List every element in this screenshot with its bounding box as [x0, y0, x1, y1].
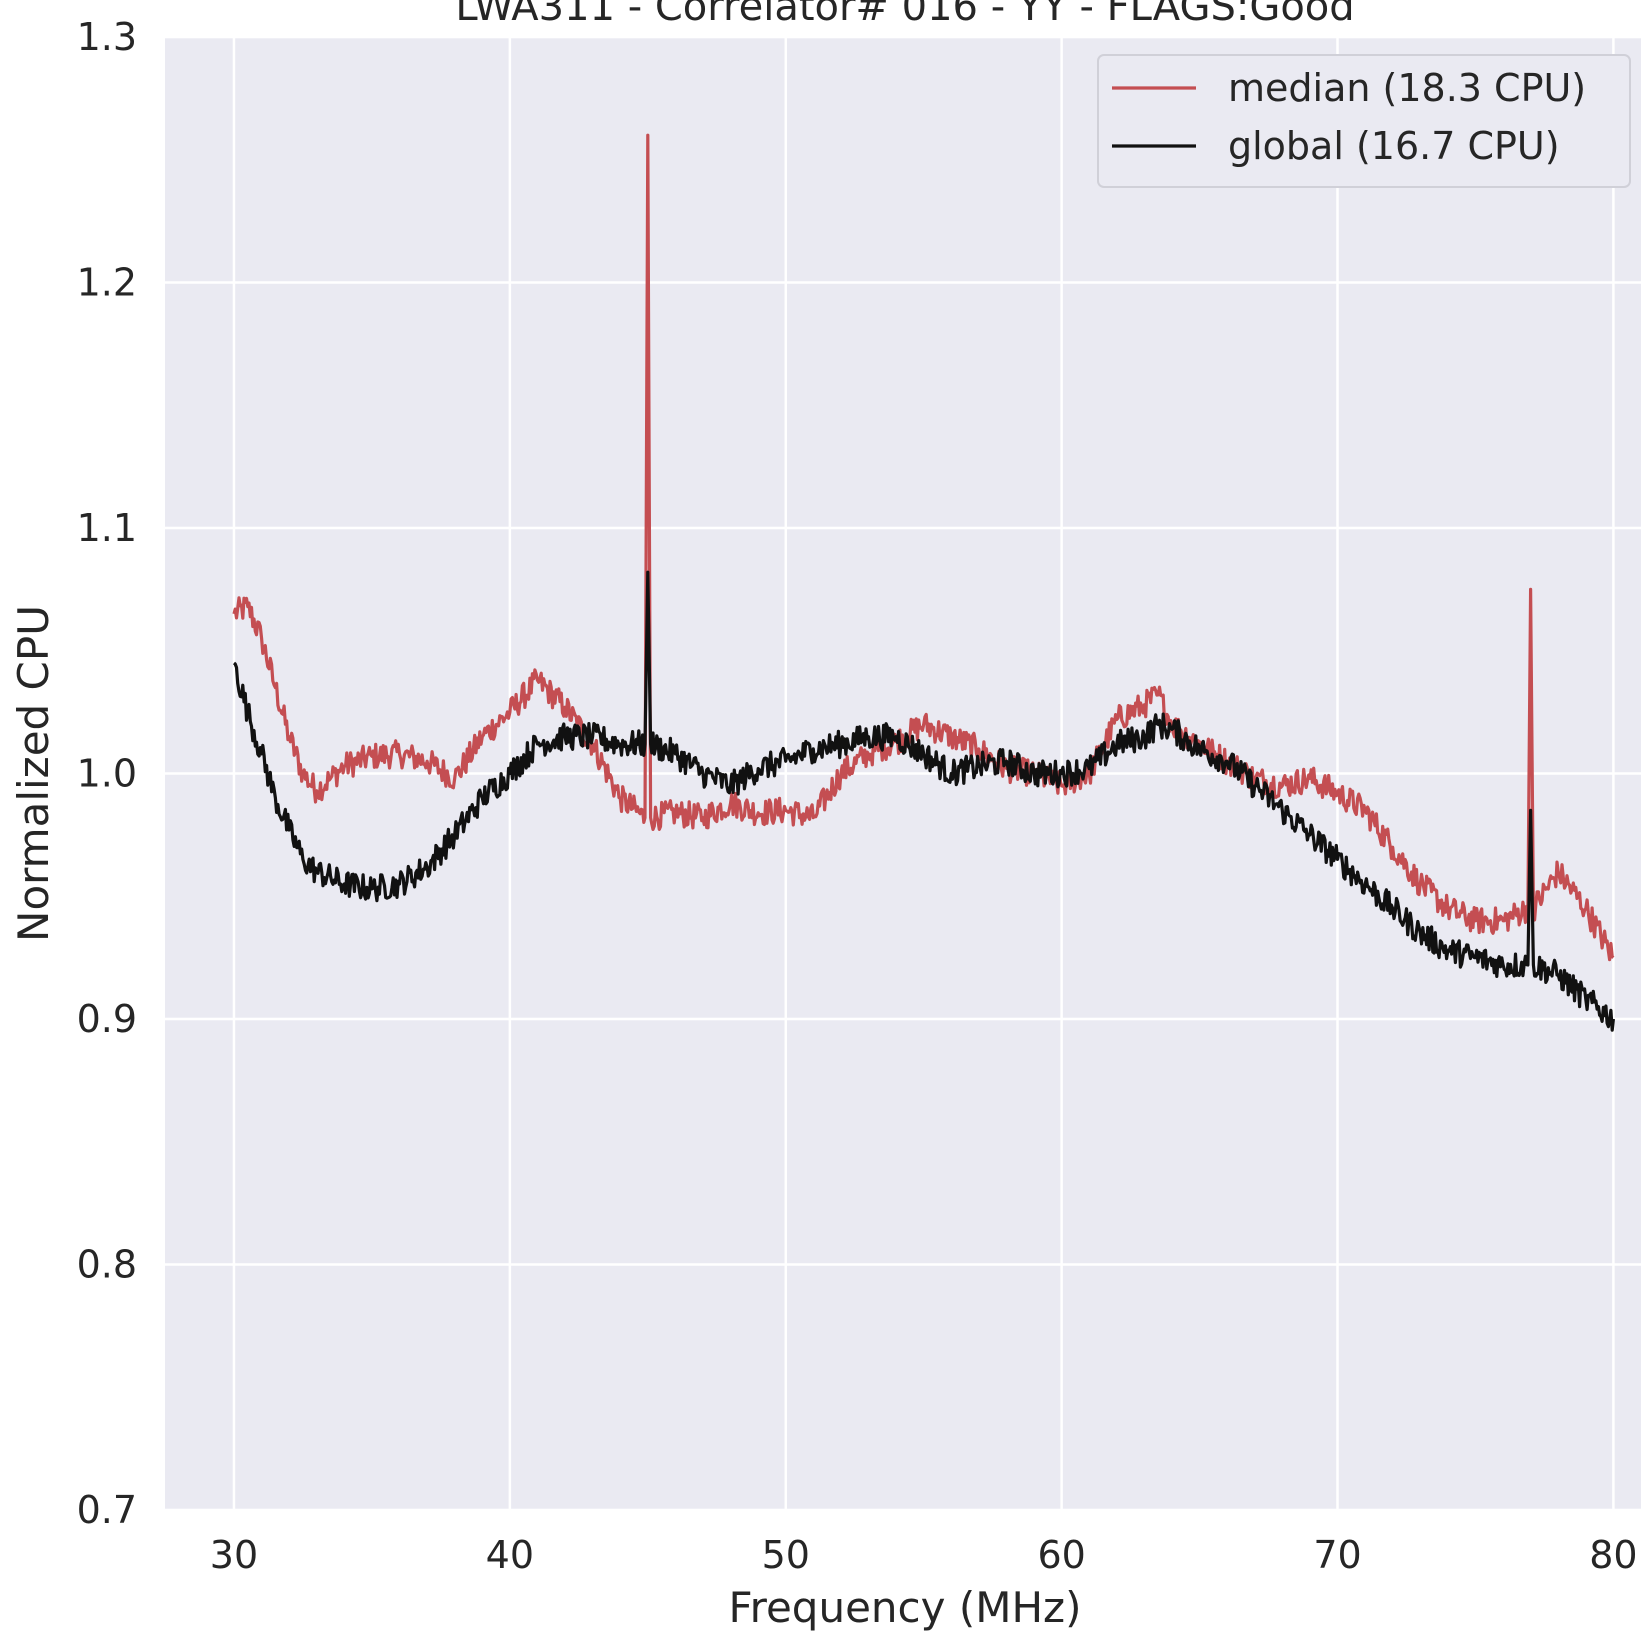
y-tick-label: 1.2	[77, 261, 137, 305]
y-axis-label: Normalized CPU	[9, 605, 58, 942]
y-tick-label: 0.8	[77, 1243, 137, 1287]
y-tick-label: 1.1	[77, 506, 137, 550]
x-tick-label: 60	[1037, 1533, 1085, 1577]
x-axis-label: Frequency (MHz)	[729, 1583, 1082, 1632]
legend-box	[1097, 54, 1631, 188]
x-tick-label: 30	[210, 1533, 258, 1577]
series-line-median	[232, 133, 1615, 962]
legend-label: median (18.3 CPU)	[1228, 66, 1586, 110]
x-tick-label: 80	[1589, 1533, 1637, 1577]
y-tick-labels: 0.7 0.8 0.9 1.0 1.1 1.2 1.3	[77, 15, 137, 1532]
y-tick-label: 1.3	[77, 15, 137, 59]
x-tick-label: 50	[762, 1533, 810, 1577]
y-tick-label: 0.7	[77, 1488, 137, 1532]
x-tick-label: 70	[1313, 1533, 1361, 1577]
legend-label: global (16.7 CPU)	[1228, 124, 1560, 168]
y-tick-label: 0.9	[77, 997, 137, 1041]
y-tick-label: 1.0	[77, 752, 137, 796]
x-tick-label: 40	[486, 1533, 534, 1577]
legend: median (18.3 CPU) global (16.7 CPU)	[1097, 54, 1631, 188]
x-tick-labels: 30 40 50 60 70 80	[210, 1533, 1638, 1577]
series-layer	[232, 133, 1615, 1032]
series-line-global	[232, 570, 1615, 1032]
chart-title: LWA311 - Correlator# 016 - YY - FLAGS:Go…	[455, 0, 1354, 30]
